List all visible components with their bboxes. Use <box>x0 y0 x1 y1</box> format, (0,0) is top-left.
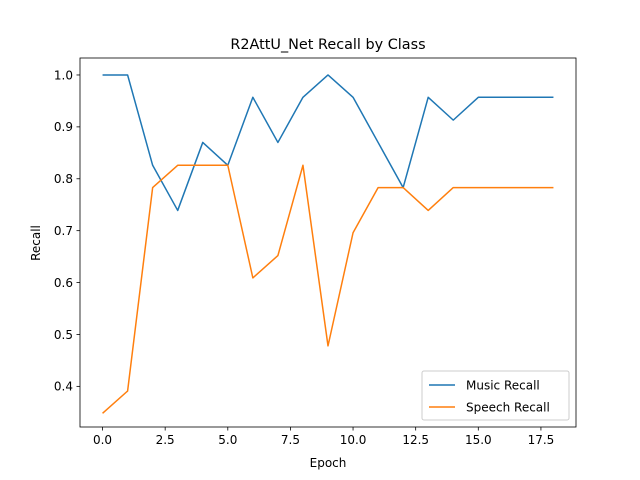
y-tick-label: 0.7 <box>54 224 73 238</box>
y-tick-label: 0.6 <box>54 276 73 290</box>
x-tick-label: 2.5 <box>156 433 175 447</box>
x-axis: 0.0 2.5 5.0 7.5 10.0 12.5 15.0 17.5 <box>93 427 554 447</box>
chart-title: R2AttU_Net Recall by Class <box>230 37 425 53</box>
legend-entry-label: Music Recall <box>466 379 540 393</box>
x-tick-label: 17.5 <box>528 433 555 447</box>
y-tick-label: 0.4 <box>54 380 73 394</box>
y-axis: 0.4 0.5 0.6 0.7 0.8 0.9 1.0 <box>54 68 80 394</box>
x-tick-label: 15.0 <box>465 433 492 447</box>
y-tick-label: 1.0 <box>54 68 73 82</box>
x-tick-label: 12.5 <box>402 433 429 447</box>
x-axis-label: Epoch <box>310 456 347 470</box>
y-tick-label: 0.5 <box>54 328 73 342</box>
legend-box <box>421 370 570 421</box>
legend-entry-label: Speech Recall <box>466 401 550 415</box>
x-tick-label: 5.0 <box>218 433 237 447</box>
series-line-speech-recall <box>102 164 554 414</box>
y-tick-label: 0.8 <box>54 172 73 186</box>
plot-frame <box>79 57 577 428</box>
x-tick-label: 10.0 <box>340 433 367 447</box>
x-tick-label: 0.0 <box>93 433 112 447</box>
y-tick-label: 0.9 <box>54 120 73 134</box>
x-tick-label: 7.5 <box>281 433 300 447</box>
y-axis-label: Recall <box>29 225 43 261</box>
series-lines <box>102 74 554 414</box>
series-line-music-recall <box>102 74 554 212</box>
legend: Music Recall Speech Recall <box>421 370 570 421</box>
